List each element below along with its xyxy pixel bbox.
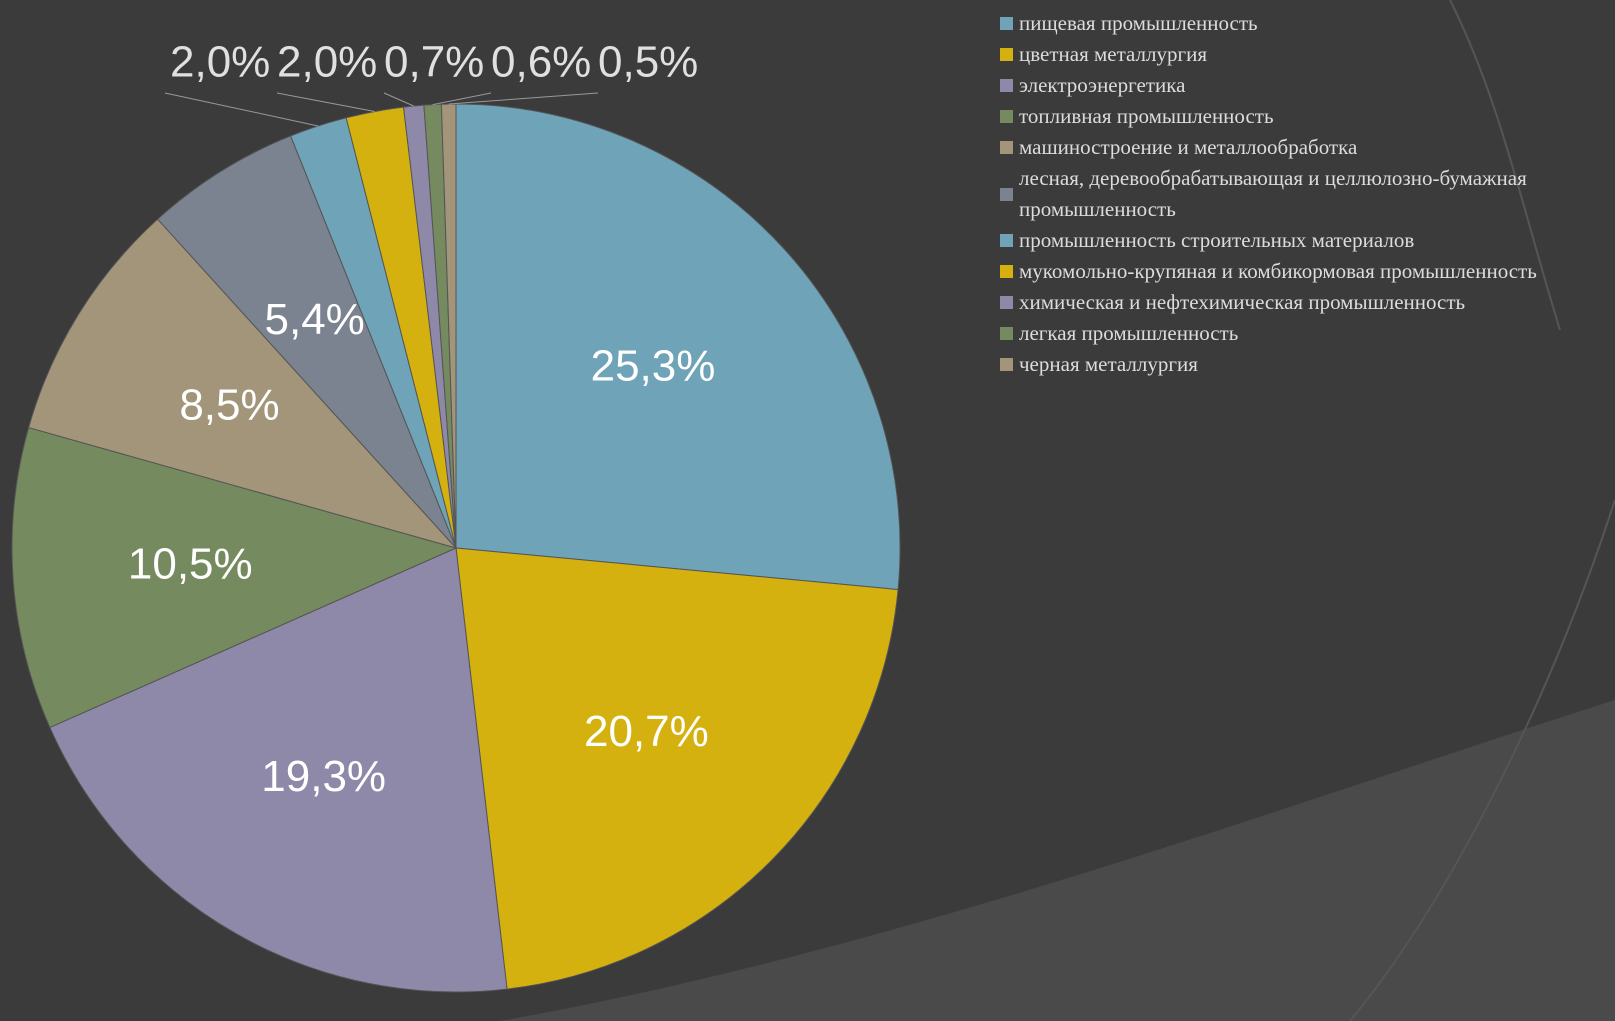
data-label: 2,0%: [277, 38, 377, 87]
legend-swatch: [1000, 17, 1013, 30]
data-label: 8,5%: [179, 380, 279, 429]
legend: пищевая промышленность цветная металлурги…: [1000, 8, 1560, 380]
data-label: 20,7%: [584, 707, 709, 756]
pie-slice: [455, 547, 899, 990]
data-label: 2,0%: [170, 38, 270, 87]
legend-item: мукомольно-крупяная и комбикормовая пром…: [1000, 256, 1560, 287]
data-label: 19,3%: [261, 752, 386, 801]
pie-slice: [156, 135, 457, 549]
leader-line: [164, 92, 319, 127]
legend-item: промышленность строительных материалов: [1000, 225, 1560, 256]
legend-swatch: [1000, 265, 1013, 278]
data-label: 0,7%: [384, 38, 484, 87]
leader-line: [432, 92, 492, 106]
pie-slice: [28, 218, 458, 549]
legend-label: химическая и нефтехимическая промышленно…: [1019, 290, 1466, 314]
data-label: 10,5%: [128, 539, 253, 588]
legend-label: лесная, деревообрабатывающая и целлюлозн…: [1019, 166, 1527, 221]
leader-line: [383, 92, 414, 107]
legend-item: черная металлургия: [1000, 349, 1560, 380]
legend-label: промышленность строительных материалов: [1019, 228, 1415, 252]
background-arc-line: [1349, 499, 1615, 1021]
leader-line: [276, 92, 375, 113]
legend-swatch: [1000, 48, 1013, 61]
legend-swatch: [1000, 110, 1013, 123]
legend-swatch: [1000, 296, 1013, 309]
data-label: 0,5%: [598, 38, 698, 87]
legend-swatch: [1000, 327, 1013, 340]
legend-swatch: [1000, 141, 1013, 154]
legend-item: машиностроение и металлообработка: [1000, 132, 1560, 163]
data-label: 25,3%: [591, 341, 716, 390]
legend-label: черная металлургия: [1019, 352, 1198, 376]
legend-label: цветная металлургия: [1019, 42, 1208, 66]
data-label: 0,6%: [491, 38, 591, 87]
legend-item: электроэнергетика: [1000, 70, 1560, 101]
legend-swatch: [1000, 234, 1013, 247]
background-arc: [500, 700, 1615, 1021]
leader-line: [448, 92, 599, 105]
legend-label: топливная промышленность: [1019, 104, 1274, 128]
legend-swatch: [1000, 187, 1013, 201]
legend-swatch: [1000, 79, 1013, 92]
legend-item: легкая промышленность: [1000, 318, 1560, 349]
legend-item: химическая и нефтехимическая промышленно…: [1000, 287, 1560, 318]
legend-label: легкая промышленность: [1019, 321, 1239, 345]
data-label: 5,4%: [265, 295, 365, 344]
legend-label: электроэнергетика: [1019, 73, 1186, 97]
pie-slice: [455, 103, 901, 591]
pie-slice: [11, 426, 458, 729]
legend-item: цветная металлургия: [1000, 39, 1560, 70]
legend-item: пищевая промышленность: [1000, 8, 1560, 39]
legend-label: машиностроение и металлообработка: [1019, 135, 1358, 159]
legend-label: пищевая промышленность: [1019, 11, 1258, 35]
pie-slice: [49, 547, 508, 993]
background-arc-line: [1449, 0, 1561, 331]
legend-item: лесная, деревообрабатывающая и целлюлозн…: [1000, 163, 1560, 225]
legend-swatch: [1000, 358, 1013, 371]
legend-label: мукомольно-крупяная и комбикормовая пром…: [1019, 259, 1537, 283]
legend-item: топливная промышленность: [1000, 101, 1560, 132]
